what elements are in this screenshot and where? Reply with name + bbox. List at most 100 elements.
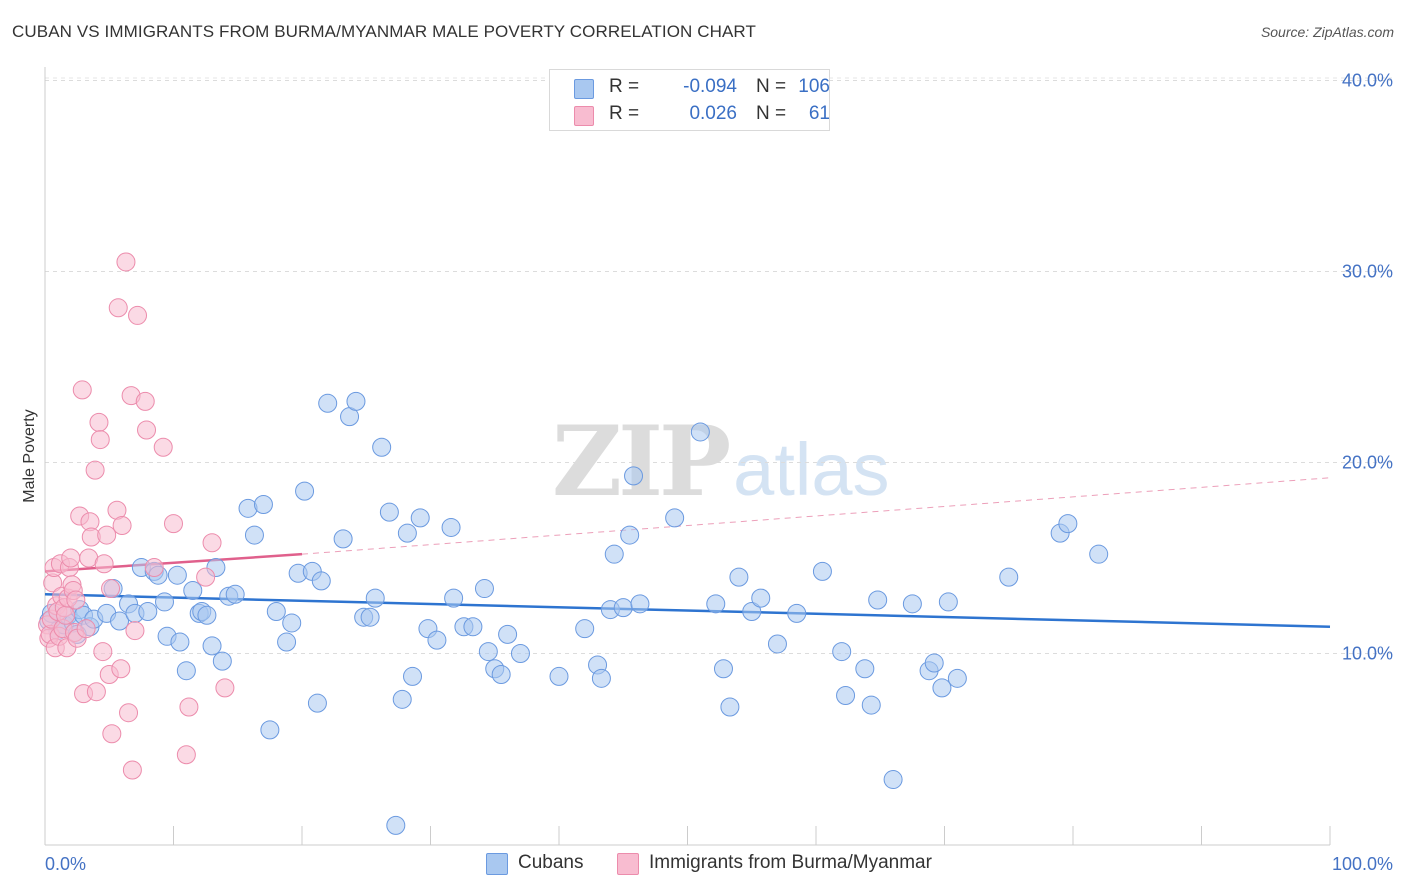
- data-point: [167, 565, 187, 585]
- data-point: [751, 588, 771, 608]
- legend-swatch-cubans: [574, 79, 594, 99]
- data-point: [202, 636, 222, 656]
- data-point: [478, 642, 498, 662]
- data-point: [266, 601, 286, 621]
- data-point: [197, 605, 217, 625]
- data-point: [61, 548, 81, 568]
- data-point: [137, 420, 157, 440]
- n-label: N =: [756, 76, 787, 97]
- data-point: [66, 590, 86, 610]
- data-point: [812, 561, 832, 581]
- data-point: [112, 516, 132, 536]
- data-point: [924, 653, 944, 673]
- data-point: [690, 422, 710, 442]
- data-point: [108, 298, 128, 318]
- series-burma: [38, 252, 235, 780]
- data-point: [883, 770, 903, 790]
- data-point: [427, 630, 447, 650]
- data-point: [153, 437, 173, 457]
- data-point: [76, 619, 96, 639]
- data-point: [510, 644, 530, 663]
- data-point: [855, 659, 875, 679]
- data-point: [119, 703, 139, 723]
- bottom-legend-label: Cubans: [518, 852, 584, 873]
- data-point: [179, 697, 199, 717]
- data-point: [122, 760, 142, 780]
- data-point: [591, 668, 611, 688]
- data-point: [253, 495, 273, 515]
- data-point: [93, 642, 113, 662]
- data-point: [318, 393, 338, 413]
- data-point: [164, 514, 183, 534]
- data-point: [938, 592, 958, 612]
- data-point: [196, 567, 216, 587]
- data-point: [277, 632, 297, 652]
- trend-lines: [44, 477, 1331, 629]
- data-point: [225, 584, 245, 604]
- data-point: [932, 678, 952, 698]
- data-point: [72, 380, 92, 400]
- x-tick-label: 100.0%: [1332, 854, 1393, 874]
- r-label: R =: [609, 76, 640, 97]
- data-point: [720, 697, 740, 717]
- data-point: [868, 590, 888, 610]
- data-point: [202, 533, 222, 553]
- r-label: R =: [609, 103, 640, 124]
- x-tick-label: 0.0%: [45, 854, 86, 874]
- series-cubans: [39, 391, 1109, 835]
- data-point: [706, 594, 726, 614]
- data-point: [713, 659, 733, 679]
- data-point: [135, 391, 155, 411]
- data-point: [295, 481, 315, 501]
- data-point: [386, 815, 406, 835]
- data-point: [183, 580, 203, 600]
- data-point: [1058, 514, 1078, 534]
- data-point: [89, 412, 109, 432]
- data-point: [128, 305, 148, 325]
- data-point: [155, 592, 175, 612]
- trend-line-cubans: [44, 593, 1331, 629]
- data-point: [176, 745, 196, 765]
- data-point: [176, 661, 196, 681]
- data-point: [474, 579, 494, 599]
- data-point: [742, 601, 762, 621]
- data-point: [170, 632, 190, 652]
- data-point: [613, 598, 633, 618]
- y-tick-label: 40.0%: [1342, 71, 1393, 91]
- chart-title: CUBAN VS IMMIGRANTS FROM BURMA/MYANMAR M…: [12, 22, 756, 41]
- bottom-legend-swatch-burma: [617, 853, 639, 875]
- bottom-legend-label: Immigrants from Burma/Myanmar: [649, 852, 932, 873]
- source-credit: Source: ZipAtlas.com: [1260, 24, 1394, 40]
- data-point: [244, 525, 264, 545]
- data-point: [379, 502, 399, 522]
- data-point: [307, 693, 327, 713]
- data-point: [116, 252, 136, 272]
- data-point: [861, 695, 881, 715]
- trend-line-extension: [301, 477, 1331, 555]
- data-point: [101, 579, 121, 599]
- grid-lines: [45, 77, 1392, 654]
- data-points: [38, 252, 1109, 835]
- data-point: [215, 678, 235, 698]
- data-point: [397, 523, 417, 543]
- y-axis-label: Male Poverty: [21, 409, 38, 502]
- data-point: [346, 391, 366, 411]
- y-tick-label: 20.0%: [1342, 453, 1393, 473]
- data-point: [549, 666, 569, 686]
- data-point: [999, 567, 1019, 587]
- data-point: [498, 624, 518, 644]
- data-point: [832, 642, 852, 662]
- y-tick-label: 30.0%: [1342, 262, 1393, 282]
- n-value: 106: [798, 76, 830, 97]
- data-point: [138, 601, 158, 621]
- y-tick-label: 10.0%: [1342, 644, 1393, 664]
- data-point: [902, 594, 922, 614]
- data-point: [212, 651, 232, 671]
- n-value: 61: [808, 103, 830, 124]
- data-point: [620, 525, 640, 545]
- data-point: [333, 529, 353, 549]
- data-point: [947, 668, 967, 688]
- data-point: [86, 682, 106, 702]
- data-point: [56, 605, 76, 625]
- trend-line-burma: [44, 552, 303, 573]
